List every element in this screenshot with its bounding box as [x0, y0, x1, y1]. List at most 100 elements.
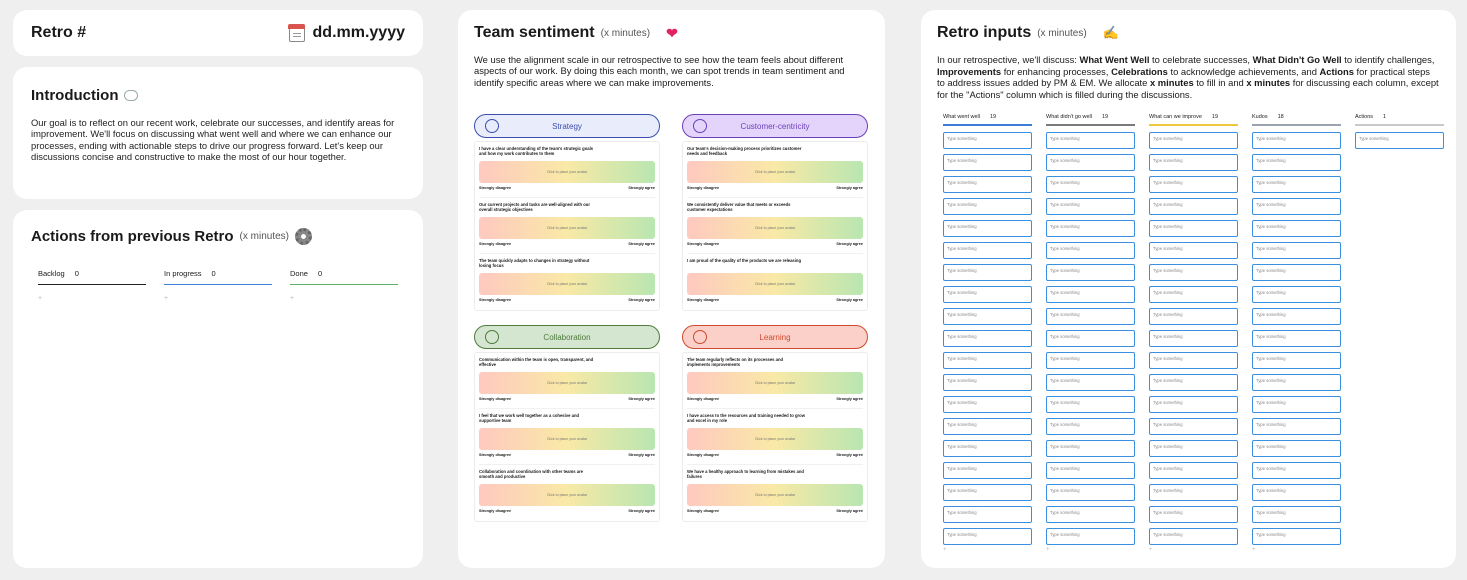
- sticky-note-input[interactable]: Type something: [1149, 154, 1238, 171]
- sticky-note-input[interactable]: Type something: [943, 220, 1032, 237]
- add-sticky[interactable]: +: [1252, 547, 1256, 553]
- sticky-note-input[interactable]: Type something: [943, 242, 1032, 259]
- kanban-column-header[interactable]: Done 0: [290, 269, 398, 285]
- sticky-note-input[interactable]: Type something: [1252, 242, 1341, 259]
- sticky-note-input[interactable]: Type something: [1355, 132, 1444, 149]
- sticky-note-input[interactable]: Type something: [1252, 484, 1341, 501]
- sticky-note-input[interactable]: Type something: [1046, 374, 1135, 391]
- sticky-note-input[interactable]: Type something: [1046, 330, 1135, 347]
- sticky-note-input[interactable]: Type something: [1046, 242, 1135, 259]
- sticky-note-input[interactable]: Type something: [1046, 418, 1135, 435]
- sticky-note-input[interactable]: Type something: [1149, 528, 1238, 545]
- sticky-note-input[interactable]: Type something: [1046, 176, 1135, 193]
- alignment-scale[interactable]: Click to place your avatar: [479, 217, 655, 239]
- kanban-column-header[interactable]: Backlog 0: [38, 269, 146, 285]
- kanban-add-card[interactable]: +: [290, 295, 295, 302]
- alignment-scale[interactable]: Click to place your avatar: [687, 484, 863, 506]
- sticky-note-input[interactable]: Type something: [943, 176, 1032, 193]
- sticky-note-input[interactable]: Type something: [943, 484, 1032, 501]
- sticky-note-input[interactable]: Type something: [1252, 528, 1341, 545]
- sticky-note-input[interactable]: Type something: [1149, 242, 1238, 259]
- sticky-note-input[interactable]: Type something: [1252, 220, 1341, 237]
- sticky-note-input[interactable]: Type something: [1252, 330, 1341, 347]
- sticky-note-input[interactable]: Type something: [1046, 132, 1135, 149]
- sticky-note-input[interactable]: Type something: [943, 528, 1032, 545]
- alignment-scale[interactable]: Click to place your avatar: [479, 372, 655, 394]
- alignment-scale[interactable]: Click to place your avatar: [479, 273, 655, 295]
- sticky-note-input[interactable]: Type something: [1252, 352, 1341, 369]
- sticky-note-input[interactable]: Type something: [1149, 220, 1238, 237]
- sticky-note-input[interactable]: Type something: [1252, 418, 1341, 435]
- sticky-note-input[interactable]: Type something: [1149, 374, 1238, 391]
- sticky-note-input[interactable]: Type something: [1046, 506, 1135, 523]
- sticky-note-input[interactable]: Type something: [1046, 352, 1135, 369]
- add-sticky[interactable]: +: [1149, 547, 1153, 553]
- alignment-scale[interactable]: Click to place your avatar: [479, 484, 655, 506]
- sticky-note-input[interactable]: Type something: [1149, 286, 1238, 303]
- sticky-note-input[interactable]: Type something: [1252, 506, 1341, 523]
- sticky-note-input[interactable]: Type something: [1149, 132, 1238, 149]
- sticky-note-input[interactable]: Type something: [1149, 330, 1238, 347]
- sticky-note-input[interactable]: Type something: [1046, 308, 1135, 325]
- sticky-note-input[interactable]: Type something: [1252, 264, 1341, 281]
- sticky-note-input[interactable]: Type something: [1149, 484, 1238, 501]
- sticky-note-input[interactable]: Type something: [1149, 506, 1238, 523]
- sticky-note-input[interactable]: Type something: [943, 418, 1032, 435]
- sticky-note-input[interactable]: Type something: [1149, 352, 1238, 369]
- alignment-scale[interactable]: Click to place your avatar: [687, 217, 863, 239]
- sticky-note-input[interactable]: Type something: [1252, 462, 1341, 479]
- sticky-note-input[interactable]: Type something: [1046, 462, 1135, 479]
- add-sticky[interactable]: +: [943, 547, 947, 553]
- sticky-note-input[interactable]: Type something: [943, 154, 1032, 171]
- alignment-scale[interactable]: Click to place your avatar: [479, 428, 655, 450]
- sticky-note-input[interactable]: Type something: [1252, 440, 1341, 457]
- alignment-scale[interactable]: Click to place your avatar: [687, 428, 863, 450]
- sticky-note-input[interactable]: Type something: [1252, 396, 1341, 413]
- sticky-note-input[interactable]: Type something: [1149, 418, 1238, 435]
- kanban-column-header[interactable]: In progress 0: [164, 269, 272, 285]
- sticky-note-input[interactable]: Type something: [1252, 198, 1341, 215]
- sticky-note-input[interactable]: Type something: [943, 308, 1032, 325]
- sticky-note-input[interactable]: Type something: [943, 462, 1032, 479]
- sticky-note-input[interactable]: Type something: [1252, 308, 1341, 325]
- alignment-scale[interactable]: Click to place your avatar: [687, 161, 863, 183]
- sticky-note-input[interactable]: Type something: [1149, 440, 1238, 457]
- sticky-note-input[interactable]: Type something: [1149, 198, 1238, 215]
- sticky-note-input[interactable]: Type something: [1046, 264, 1135, 281]
- sticky-note-input[interactable]: Type something: [1252, 286, 1341, 303]
- sticky-note-input[interactable]: Type something: [1149, 462, 1238, 479]
- alignment-scale[interactable]: Click to place your avatar: [479, 161, 655, 183]
- alignment-scale[interactable]: Click to place your avatar: [687, 273, 863, 295]
- sticky-note-input[interactable]: Type something: [1046, 198, 1135, 215]
- sticky-note-input[interactable]: Type something: [1149, 308, 1238, 325]
- sticky-note-input[interactable]: Type something: [1252, 176, 1341, 193]
- sticky-note-input[interactable]: Type something: [1252, 132, 1341, 149]
- sticky-note-input[interactable]: Type something: [1252, 374, 1341, 391]
- sticky-note-input[interactable]: Type something: [943, 396, 1032, 413]
- sticky-note-input[interactable]: Type something: [943, 374, 1032, 391]
- sticky-note-input[interactable]: Type something: [943, 132, 1032, 149]
- sticky-note-input[interactable]: Type something: [943, 440, 1032, 457]
- sticky-note-input[interactable]: Type something: [1046, 220, 1135, 237]
- sticky-note-input[interactable]: Type something: [1046, 154, 1135, 171]
- sticky-note-input[interactable]: Type something: [943, 352, 1032, 369]
- sticky-note-input[interactable]: Type something: [1149, 396, 1238, 413]
- sticky-note-input[interactable]: Type something: [1149, 176, 1238, 193]
- sticky-note-input[interactable]: Type something: [1046, 528, 1135, 545]
- sticky-note-input[interactable]: Type something: [943, 198, 1032, 215]
- kanban-add-card[interactable]: +: [164, 295, 169, 302]
- sticky-note-input[interactable]: Type something: [943, 506, 1032, 523]
- sticky-note-input[interactable]: Type something: [1046, 396, 1135, 413]
- sticky-note-input[interactable]: Type something: [1046, 286, 1135, 303]
- kanban-add-card[interactable]: +: [38, 295, 43, 302]
- sticky-note-input[interactable]: Type something: [1252, 154, 1341, 171]
- alignment-scale[interactable]: Click to place your avatar: [687, 372, 863, 394]
- sticky-note-input[interactable]: Type something: [1046, 484, 1135, 501]
- sticky-note-input[interactable]: Type something: [943, 264, 1032, 281]
- sticky-note-input[interactable]: Type something: [1149, 264, 1238, 281]
- retro-date[interactable]: dd.mm.yyyy: [288, 23, 405, 42]
- sticky-note-input[interactable]: Type something: [943, 330, 1032, 347]
- sticky-note-input[interactable]: Type something: [1046, 440, 1135, 457]
- add-sticky[interactable]: +: [1046, 547, 1050, 553]
- sticky-note-input[interactable]: Type something: [943, 286, 1032, 303]
